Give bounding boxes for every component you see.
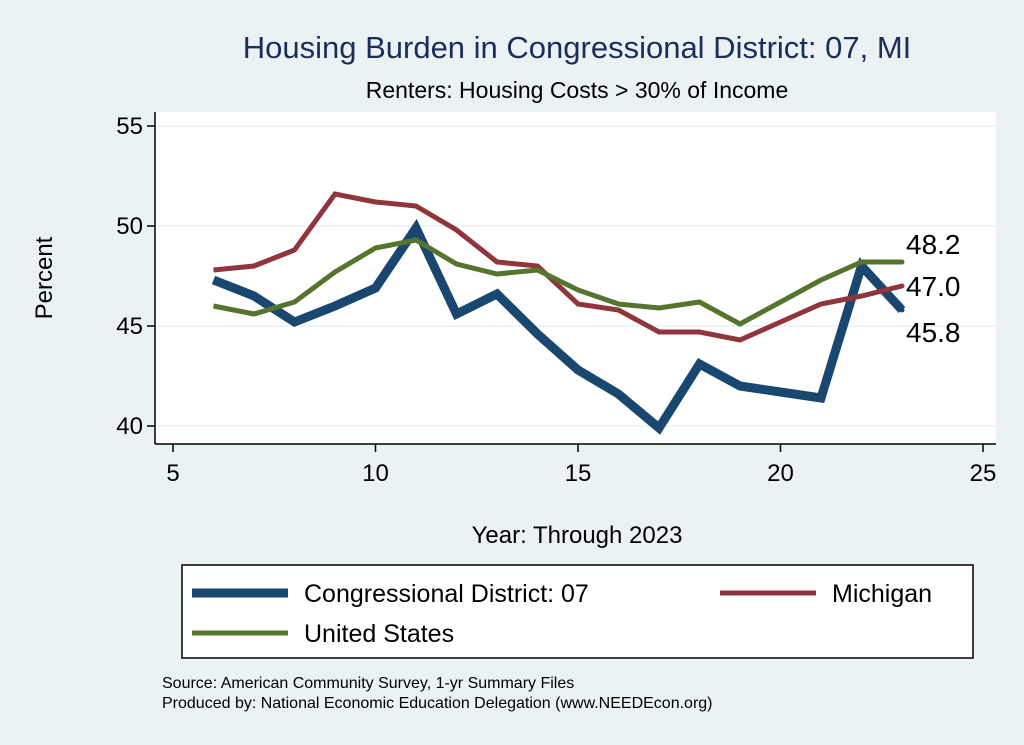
legend-label-district-07: Congressional District: 07	[304, 580, 589, 608]
end-label-district-07: 45.8	[906, 317, 961, 348]
end-label-united-states: 48.2	[906, 229, 961, 260]
chart-title: Housing Burden in Congressional District…	[243, 30, 912, 65]
series-layer	[211, 191, 906, 435]
x-tick-label: 25	[970, 460, 997, 487]
series-line-united-states	[213, 237, 902, 327]
x-tick-label: 5	[166, 460, 179, 487]
x-tick-label: 20	[767, 460, 794, 487]
legend-box	[181, 564, 974, 659]
legend-label-michigan: Michigan	[832, 580, 932, 608]
end-point-district-07	[899, 307, 905, 313]
y-tick-label: 45	[116, 313, 143, 340]
y-tick-label: 40	[116, 413, 143, 440]
end-point-michigan	[899, 283, 905, 289]
legend-label-united-states: United States	[304, 620, 454, 648]
y-axis-label: Percent	[31, 236, 58, 319]
series-line-district-07	[211, 218, 906, 435]
chart-subtitle: Renters: Housing Costs > 30% of Income	[366, 77, 789, 103]
y-tick-label: 55	[116, 113, 143, 140]
series-line-michigan	[213, 191, 903, 343]
end-point-united-states	[899, 259, 905, 265]
y-tick-label: 50	[116, 213, 143, 240]
x-axis-label: Year: Through 2023	[472, 522, 683, 549]
produced-note: Produced by: National Economic Education…	[162, 695, 713, 712]
end-labels: 45.8 47.0 48.2	[899, 229, 961, 348]
x-tick-label: 15	[565, 460, 592, 487]
legend: Congressional District: 07 Michigan United…	[192, 580, 932, 648]
x-tick-label: 10	[362, 460, 389, 487]
source-note: Source: American Community Survey, 1-yr …	[162, 675, 574, 692]
end-label-michigan: 47.0	[906, 271, 961, 302]
